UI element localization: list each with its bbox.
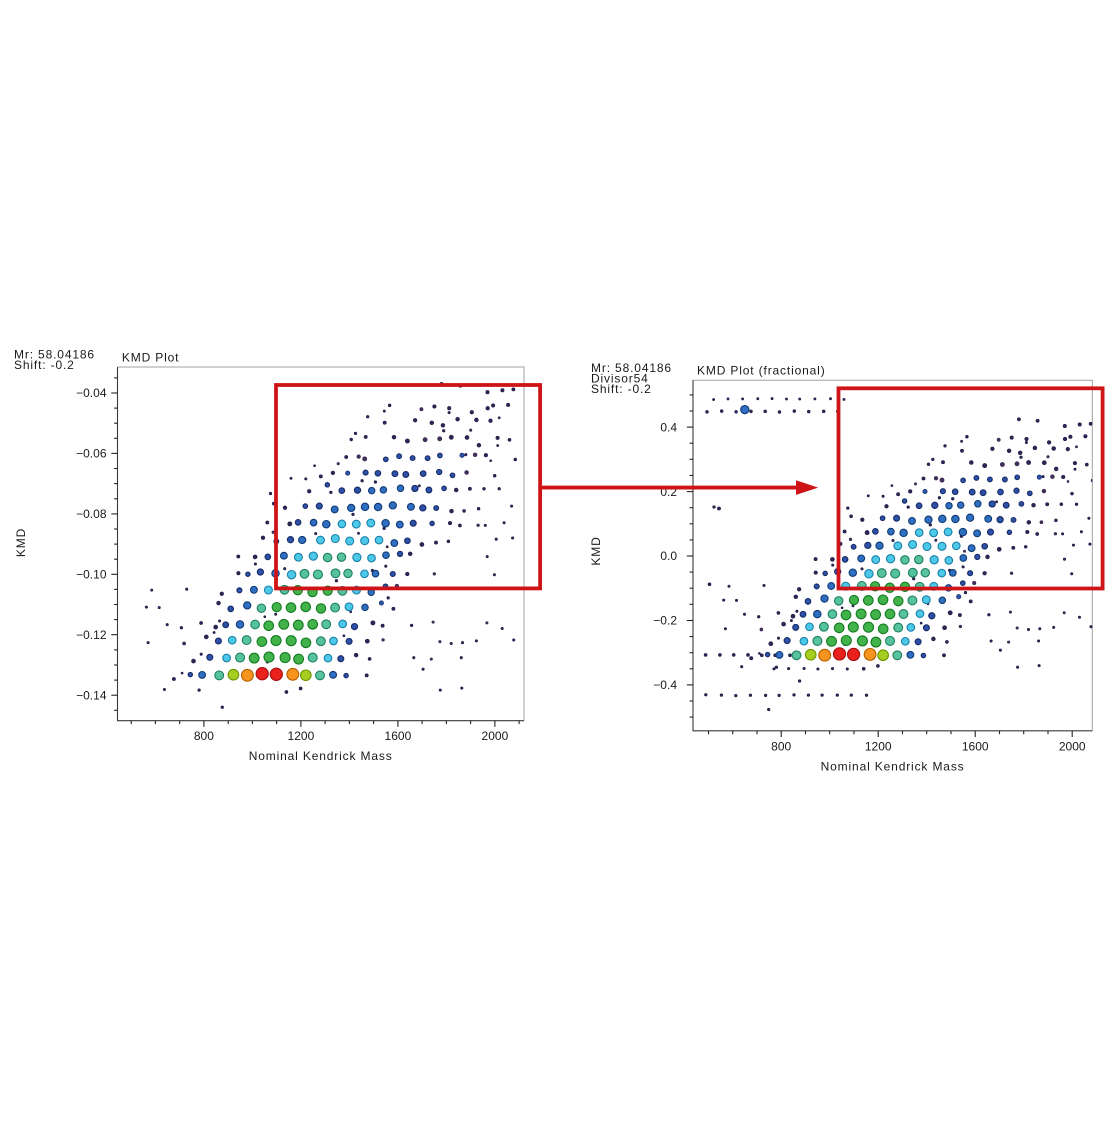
svg-text:800: 800 — [771, 740, 791, 754]
svg-text:1600: 1600 — [385, 729, 412, 743]
svg-text:KMD: KMD — [14, 528, 28, 557]
svg-text:Divisor54: Divisor54 — [591, 372, 649, 386]
svg-text:−0.08: −0.08 — [76, 507, 107, 521]
svg-text:2000: 2000 — [1059, 740, 1086, 754]
svg-text:1600: 1600 — [962, 740, 989, 754]
svg-text:Shift: -0.2: Shift: -0.2 — [591, 382, 652, 396]
svg-text:Mr: 58.04186: Mr: 58.04186 — [591, 361, 672, 375]
svg-text:−0.06: −0.06 — [76, 447, 107, 461]
svg-text:800: 800 — [194, 729, 214, 743]
svg-text:0.0: 0.0 — [660, 549, 677, 563]
svg-text:−0.4: −0.4 — [653, 678, 677, 692]
svg-text:−0.14: −0.14 — [76, 688, 107, 702]
svg-text:−0.12: −0.12 — [76, 628, 107, 642]
svg-text:−0.04: −0.04 — [76, 386, 107, 400]
svg-text:Shift: -0.2: Shift: -0.2 — [14, 358, 75, 372]
svg-text:0.4: 0.4 — [660, 420, 677, 434]
svg-text:KMD: KMD — [589, 536, 603, 565]
svg-text:Mr: 58.04186: Mr: 58.04186 — [14, 348, 95, 362]
svg-text:KMD Plot: KMD Plot — [122, 351, 179, 365]
svg-text:2000: 2000 — [482, 729, 509, 743]
svg-text:−0.10: −0.10 — [76, 568, 107, 582]
svg-text:−0.2: −0.2 — [653, 614, 677, 628]
svg-text:KMD Plot (fractional): KMD Plot (fractional) — [697, 364, 826, 378]
svg-text:1200: 1200 — [288, 729, 315, 743]
svg-text:1200: 1200 — [865, 740, 892, 754]
svg-text:Nominal Kendrick Mass: Nominal Kendrick Mass — [821, 759, 965, 773]
svg-text:Nominal Kendrick Mass: Nominal Kendrick Mass — [249, 749, 393, 763]
